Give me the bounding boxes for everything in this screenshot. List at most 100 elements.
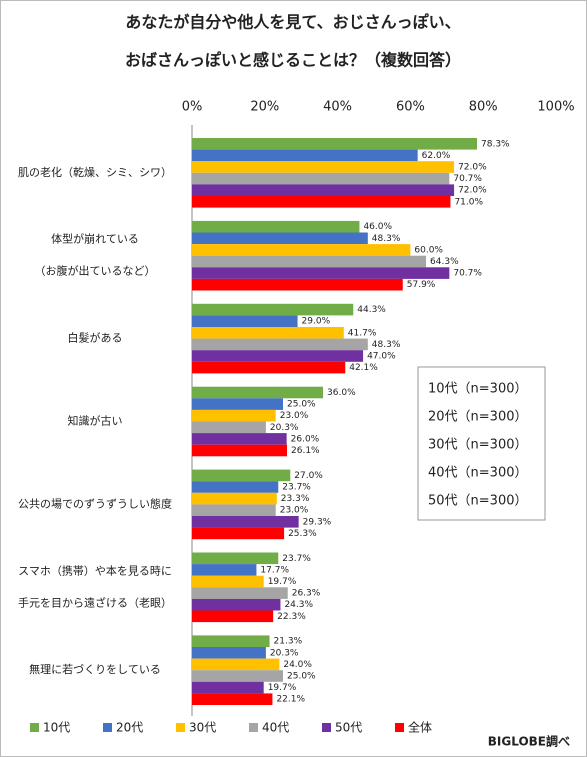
- value-label: 62.0%: [422, 151, 451, 161]
- legend-label: 10代: [43, 721, 70, 735]
- bar: [192, 481, 279, 493]
- bar: [192, 149, 418, 162]
- bar: [192, 552, 279, 565]
- bar: [192, 315, 298, 327]
- value-label: 24.3%: [284, 600, 313, 610]
- value-label: 19.7%: [268, 683, 297, 693]
- bar: [192, 220, 360, 233]
- value-label: 42.1%: [349, 363, 378, 373]
- legend-swatch: [249, 723, 258, 732]
- bar: [192, 303, 354, 316]
- bar: [192, 255, 427, 268]
- annotation-text: 10代（n=300）: [428, 382, 528, 397]
- value-label: 23.0%: [280, 411, 309, 421]
- value-label: 20.3%: [270, 648, 299, 658]
- value-label: 19.7%: [268, 577, 297, 587]
- value-label: 25.0%: [287, 400, 316, 410]
- value-label: 23.7%: [282, 554, 311, 564]
- bar: [192, 398, 283, 410]
- value-label: 57.9%: [407, 280, 436, 290]
- legend-label: 30代: [189, 721, 216, 735]
- value-label: 60.0%: [414, 245, 443, 255]
- legend-swatch: [30, 723, 39, 732]
- bar: [192, 575, 264, 588]
- value-label: 29.0%: [302, 317, 331, 327]
- category-label: 知識が古い: [68, 414, 123, 428]
- value-label: 27.0%: [294, 471, 323, 481]
- value-label: 44.3%: [357, 305, 386, 315]
- legend-label: 20代: [116, 721, 143, 735]
- annotation-box: [417, 366, 546, 521]
- bar: [192, 492, 277, 505]
- bar: [192, 232, 368, 245]
- value-label: 22.1%: [276, 695, 305, 705]
- bar: [192, 610, 274, 623]
- value-label: 25.3%: [288, 529, 317, 539]
- value-label: 36.0%: [327, 388, 356, 398]
- annotation-text: 40代（n=300）: [428, 466, 528, 481]
- annotation-text: 50代（n=300）: [428, 494, 528, 509]
- bar: [192, 138, 478, 150]
- value-label: 22.3%: [277, 612, 306, 622]
- x-tick-label: 80%: [469, 100, 498, 115]
- value-label: 24.0%: [283, 660, 312, 670]
- bar: [192, 516, 299, 528]
- legend-swatch: [322, 723, 331, 732]
- value-label: 25.0%: [287, 672, 316, 682]
- value-label: 23.3%: [281, 494, 310, 504]
- bar: [192, 433, 287, 445]
- legend-swatch: [176, 723, 185, 732]
- bar: [192, 161, 455, 173]
- bar: [192, 421, 266, 434]
- category-label: 肌の老化（乾燥、シミ、シワ）: [18, 165, 172, 179]
- annotation-text: 20代（n=300）: [428, 410, 528, 425]
- value-label: 72.0%: [458, 163, 487, 173]
- category-label: 白髪がある: [68, 331, 123, 345]
- value-label: 70.7%: [453, 174, 482, 184]
- bar: [192, 350, 364, 362]
- bar: [192, 658, 280, 671]
- value-label: 23.0%: [280, 506, 309, 516]
- category-label: 公共の場でのずうずうしい態度: [18, 496, 172, 510]
- value-label: 47.0%: [367, 352, 396, 362]
- value-label: 48.3%: [372, 234, 401, 244]
- bar: [192, 587, 288, 599]
- x-tick-label: 40%: [323, 100, 352, 115]
- bar: [192, 338, 368, 351]
- x-tick-label: 60%: [396, 100, 425, 115]
- chart-title: おばさんっぽいと感じることは？（複数回答）: [125, 51, 461, 70]
- category-label: スマホ（携帯）や本を見る時に: [18, 563, 172, 577]
- category-label: 体型が崩れている: [51, 232, 139, 246]
- bar: [192, 244, 411, 256]
- bar: [192, 444, 288, 457]
- category-label: 手元を目から遠ざける（老眼）: [18, 595, 172, 609]
- value-label: 26.3%: [292, 589, 321, 599]
- value-label: 78.3%: [481, 139, 510, 149]
- bar: [192, 196, 451, 208]
- category-label: 無理に若づくりをしている: [29, 662, 161, 676]
- bar: [192, 327, 344, 339]
- chart-title: あなたが自分や他人を見て、おじさんっぽい、: [125, 13, 460, 32]
- x-tick-label: 100%: [537, 100, 574, 115]
- legend-label: 全体: [408, 720, 432, 735]
- bar: [192, 681, 264, 694]
- value-label: 26.1%: [291, 446, 320, 456]
- bar: [192, 184, 455, 196]
- value-label: 21.3%: [274, 637, 303, 647]
- value-label: 41.7%: [348, 328, 377, 338]
- value-label: 29.3%: [303, 517, 332, 527]
- bar: [192, 670, 283, 682]
- x-tick-label: 20%: [250, 100, 279, 115]
- bar: [192, 647, 266, 659]
- bar: [192, 409, 276, 422]
- bar: [192, 504, 276, 516]
- bar: [192, 598, 281, 611]
- bar: [192, 527, 285, 540]
- bar: [192, 267, 450, 279]
- value-label: 26.0%: [291, 434, 320, 444]
- bar: [192, 361, 346, 374]
- legend-label: 50代: [335, 721, 362, 735]
- value-label: 46.0%: [363, 222, 392, 232]
- value-label: 48.3%: [372, 340, 401, 350]
